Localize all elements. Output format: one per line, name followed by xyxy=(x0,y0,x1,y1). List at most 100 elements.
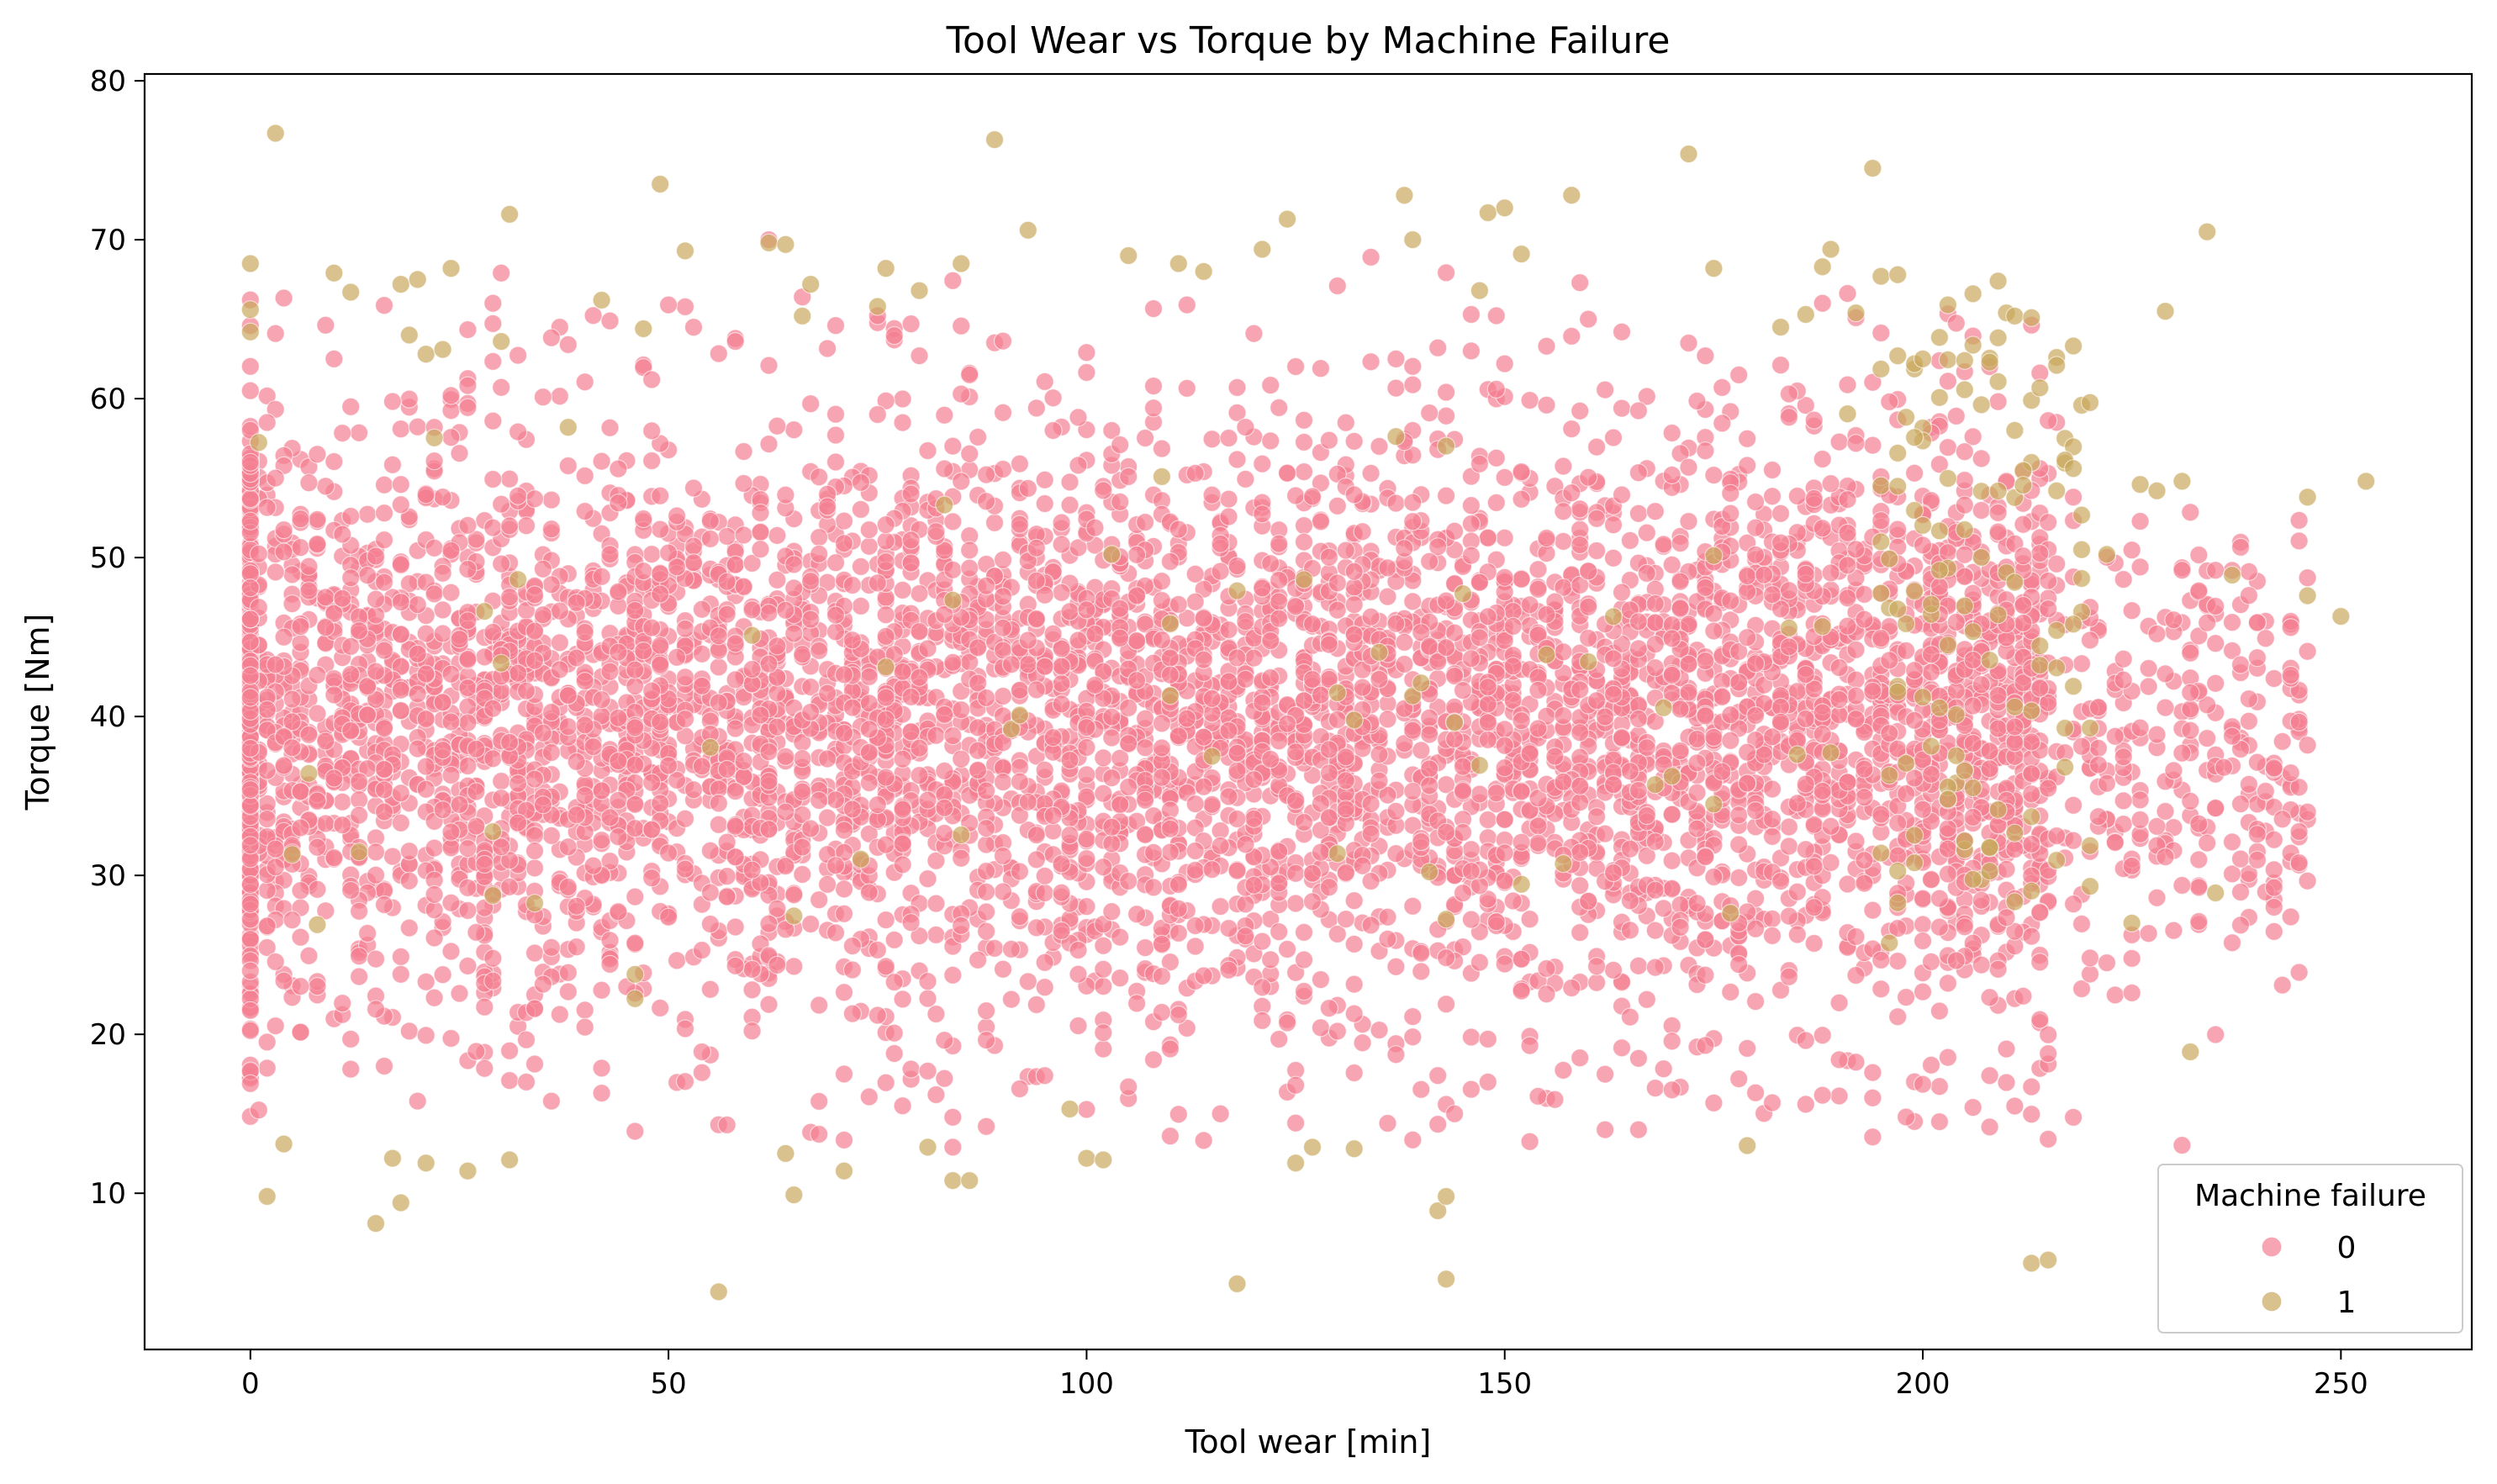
point-series-0 xyxy=(1294,515,1314,536)
point-series-0 xyxy=(1612,399,1632,418)
point-series-0 xyxy=(374,504,394,523)
point-series-0 xyxy=(1236,927,1255,946)
point-series-0 xyxy=(734,441,753,462)
point-series-0 xyxy=(1913,915,1933,934)
point-series-0 xyxy=(1043,388,1063,408)
point-series-0 xyxy=(1738,1038,1757,1059)
point-series-0 xyxy=(2230,882,2251,902)
point-series-0 xyxy=(1645,1078,1665,1098)
point-series-0 xyxy=(1779,906,1798,926)
point-series-0 xyxy=(1052,854,1071,874)
point-series-0 xyxy=(391,420,410,439)
point-series-0 xyxy=(793,645,812,664)
point-series-0 xyxy=(768,717,787,737)
point-series-0 xyxy=(1001,990,1022,1009)
point-series-0 xyxy=(1361,463,1380,483)
point-series-0 xyxy=(935,405,954,425)
point-series-0 xyxy=(1528,560,1548,579)
point-series-0 xyxy=(759,434,779,454)
point-series-0 xyxy=(692,644,712,663)
point-series-0 xyxy=(1863,900,1882,920)
point-series-0 xyxy=(1571,499,1590,519)
point-series-0 xyxy=(1921,1055,1941,1075)
point-series-0 xyxy=(592,831,611,850)
point-series-0 xyxy=(1361,916,1380,935)
point-series-0 xyxy=(441,541,461,560)
point-series-0 xyxy=(282,594,302,614)
point-series-0 xyxy=(1586,807,1607,826)
point-series-0 xyxy=(851,596,871,616)
point-series-0 xyxy=(374,895,394,915)
point-series-0 xyxy=(2072,914,2092,934)
point-series-0 xyxy=(308,879,327,899)
point-series-0 xyxy=(1261,431,1280,451)
point-series-0 xyxy=(450,443,469,463)
point-series-0 xyxy=(876,626,895,647)
point-series-0 xyxy=(1143,399,1164,418)
point-series-0 xyxy=(1620,531,1640,551)
point-series-0 xyxy=(1897,987,1916,1007)
point-series-0 xyxy=(1579,628,1598,648)
point-series-0 xyxy=(1988,392,2008,411)
point-series-0 xyxy=(1378,907,1397,927)
point-series-0 xyxy=(2039,411,2058,430)
point-series-0 xyxy=(1771,356,1791,375)
point-series-0 xyxy=(458,900,478,921)
point-series-0 xyxy=(408,739,427,758)
point-series-0 xyxy=(1428,1066,1448,1085)
point-series-0 xyxy=(918,972,937,991)
point-series-0 xyxy=(810,641,829,661)
point-series-0 xyxy=(2264,830,2283,849)
point-series-0 xyxy=(467,922,486,943)
point-series-0 xyxy=(1336,910,1355,929)
point-series-0 xyxy=(1571,535,1590,555)
point-series-0 xyxy=(1027,399,1046,418)
point-series-0 xyxy=(1453,883,1473,903)
point-series-0 xyxy=(952,316,971,335)
point-series-0 xyxy=(1436,948,1456,968)
point-series-0 xyxy=(533,723,553,742)
point-series-0 xyxy=(1495,954,1514,974)
point-series-0 xyxy=(901,484,921,504)
point-series-0 xyxy=(826,622,846,642)
point-series-0 xyxy=(876,605,895,625)
point-series-0 xyxy=(1503,891,1523,911)
point-series-0 xyxy=(1052,657,1071,676)
point-series-0 xyxy=(1344,974,1364,994)
point-series-0 xyxy=(1787,794,1807,813)
point-series-0 xyxy=(960,541,979,560)
point-series-0 xyxy=(1135,937,1155,958)
point-series-0 xyxy=(1412,962,1431,981)
point-series-0 xyxy=(1654,535,1673,554)
point-series-0 xyxy=(425,838,444,858)
point-series-0 xyxy=(1102,728,1122,747)
point-series-0 xyxy=(1319,430,1339,450)
point-series-0 xyxy=(249,1101,268,1120)
point-series-0 xyxy=(1746,1083,1766,1102)
point-series-0 xyxy=(1143,299,1164,319)
point-series-0 xyxy=(391,964,410,984)
point-series-0 xyxy=(1629,1048,1649,1068)
point-series-0 xyxy=(1344,891,1364,911)
point-series-0 xyxy=(2289,531,2309,551)
point-series-0 xyxy=(817,808,837,827)
point-series-0 xyxy=(416,972,436,991)
point-series-0 xyxy=(2239,586,2258,605)
point-series-0 xyxy=(1160,552,1180,572)
point-series-0 xyxy=(2088,738,2108,758)
point-series-0 xyxy=(2122,601,2141,621)
point-series-0 xyxy=(257,916,277,936)
point-series-0 xyxy=(1863,1063,1882,1082)
point-series-0 xyxy=(810,890,829,910)
point-series-0 xyxy=(1913,889,1933,908)
point-series-0 xyxy=(2230,655,2251,674)
point-series-0 xyxy=(834,1130,854,1150)
point-series-0 xyxy=(2014,515,2033,534)
point-series-0 xyxy=(533,974,553,994)
point-series-0 xyxy=(918,1061,937,1081)
point-series-0 xyxy=(2181,791,2200,811)
point-series-0 xyxy=(333,792,352,811)
point-series-0 xyxy=(658,843,678,863)
point-series-0 xyxy=(2114,747,2133,767)
point-series-0 xyxy=(675,619,695,639)
